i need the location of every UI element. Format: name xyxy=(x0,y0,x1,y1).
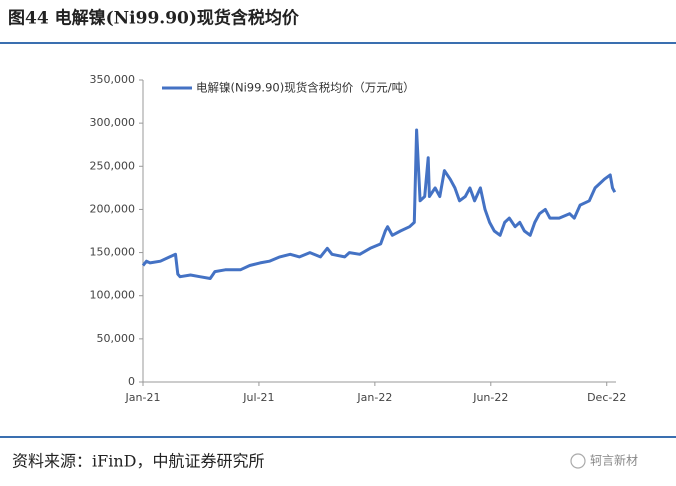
x-tick-label: Jan-21 xyxy=(125,391,161,404)
y-tick-label: 100,000 xyxy=(90,289,136,302)
legend-label: 电解镍(Ni99.90)现货含税均价（万元/吨） xyxy=(196,81,415,95)
y-tick-label: 300,000 xyxy=(90,116,136,129)
y-tick-label: 150,000 xyxy=(90,246,136,259)
watermark-icon xyxy=(570,453,586,469)
figure-title: 图44 电解镍(Ni99.90)现货含税均价 xyxy=(8,8,300,29)
y-tick-label: 350,000 xyxy=(90,73,136,86)
y-tick-label: 0 xyxy=(128,375,135,388)
x-tick-label: Jun-22 xyxy=(472,391,508,404)
source-note: 资料来源：iFinD，中航证券研究所 xyxy=(12,452,264,471)
x-tick-label: Dec-22 xyxy=(587,391,626,404)
series-line xyxy=(141,128,617,280)
x-tick-label: Jul-21 xyxy=(242,391,274,404)
y-tick-label: 250,000 xyxy=(90,159,136,172)
watermark: 轲言新材 xyxy=(570,453,638,469)
y-tick-label: 200,000 xyxy=(90,202,136,215)
y-tick-label: 50,000 xyxy=(97,332,136,345)
watermark-text: 轲言新材 xyxy=(590,453,638,468)
x-tick-label: Jan-22 xyxy=(356,391,392,404)
